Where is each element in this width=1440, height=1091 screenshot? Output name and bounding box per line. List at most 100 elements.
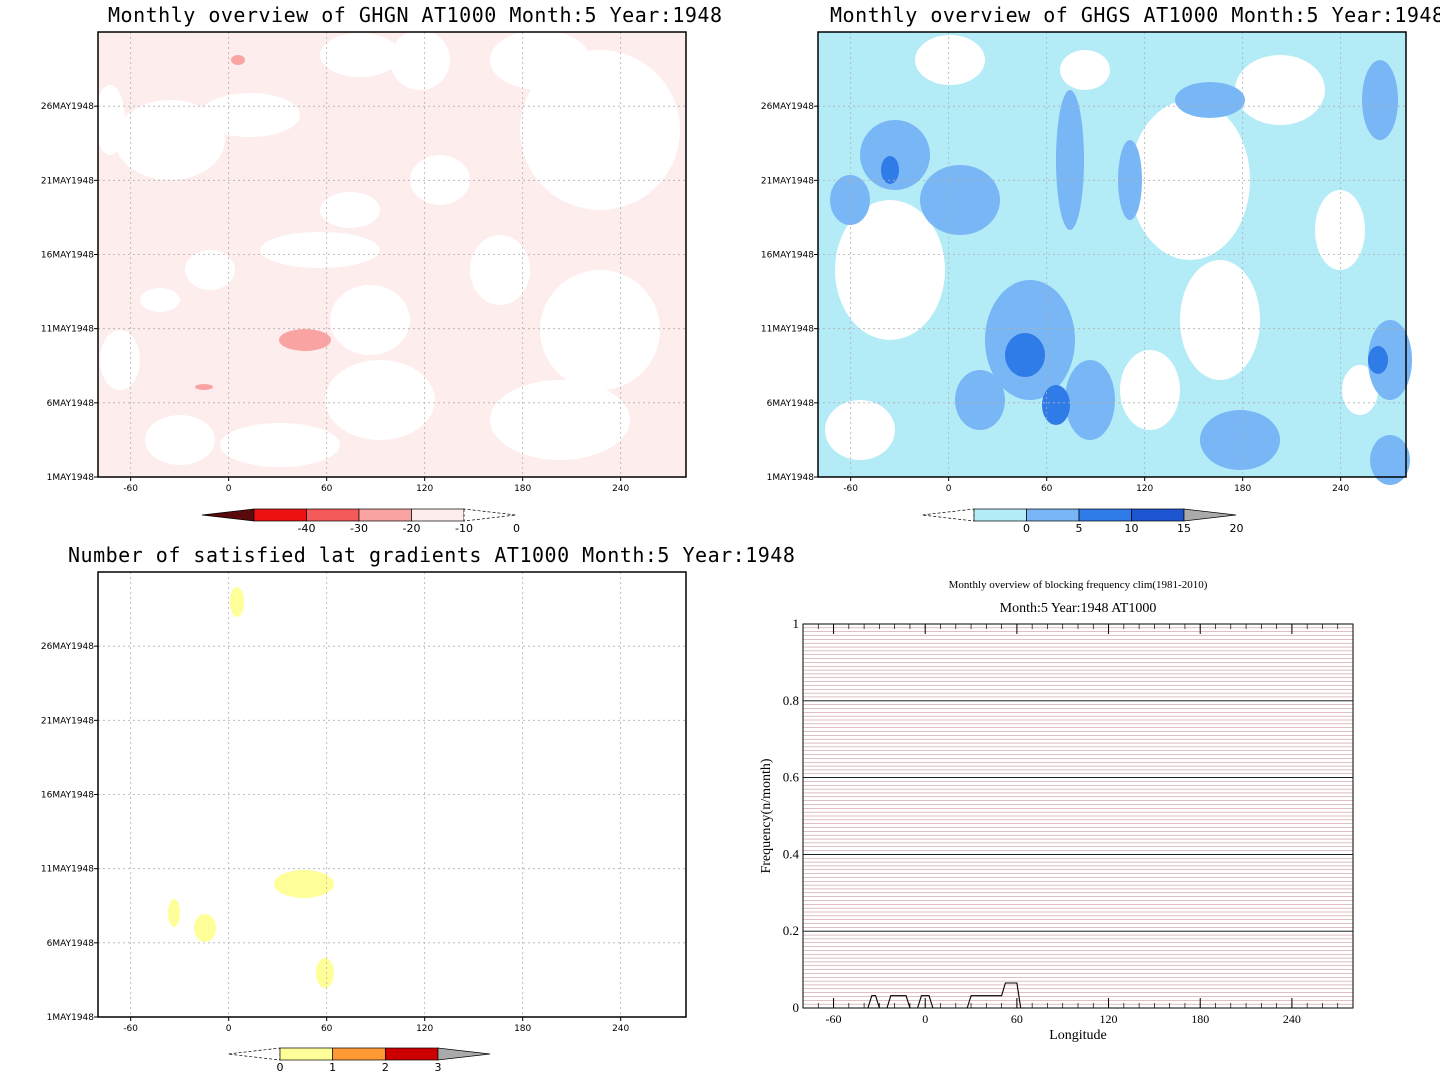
freq-series [803,982,1353,1009]
x-tick-label: 240 [1332,484,1349,494]
y-tick-label: 26MAY1948 [41,642,94,652]
ghgs-panel: Monthly overview of GHGS AT1000 Month:5 … [720,0,1440,540]
x-tick-label: 180 [1234,484,1251,494]
grad-count-patch [194,914,216,942]
grad-count-patch [230,587,244,617]
ghgs-mid-region [1370,435,1410,485]
colorbar-tick-label: 0 [513,522,520,535]
colorbar-tick-label: 20 [1230,522,1244,535]
ghgn-field [95,30,686,477]
colorbar-tick-label: -40 [298,522,316,535]
y-tick-label: 11MAY1948 [41,325,94,335]
ghgs-mid-region [1065,360,1115,440]
x-tick-label: -60 [123,1024,138,1034]
ghgn-zero-region [325,360,435,440]
freq-series-line [803,982,1353,1009]
ghgn-title: Monthly overview of GHGN AT1000 Month:5 … [108,3,723,27]
colorbar-left-triangle [921,508,975,522]
ghgs-field [818,32,1412,485]
freq-y-tick-label: 0.6 [783,770,800,785]
colorbar-box [358,508,412,522]
grad-panel: Number of satisfied lat gradients AT1000… [0,540,795,1091]
freq-subtitle: Month:5 Year:1948 AT1000 [1000,601,1157,616]
ghgs-mid-region [1175,82,1245,118]
ghgs-mid-region [1056,90,1084,230]
colorbar-box [411,508,465,522]
ghgs-mid-region [1200,410,1280,470]
x-tick-label: 60 [321,1024,333,1034]
ghgn-zero-region [200,93,300,137]
ghgn-zero-region [470,235,530,305]
ghgs-high-region [1005,333,1045,377]
freq-y-axis-label: Frequency(n/month) [759,758,774,873]
x-tick-label: 0 [946,484,952,494]
y-tick-label: 16MAY1948 [41,791,94,801]
ghgs-high-region [1368,346,1388,374]
x-tick-label: -60 [123,484,138,494]
x-tick-label: 60 [1041,484,1053,494]
ghgn-axes: -60 0 60 120 180 240 1MAY1948 6MAY1948 11MAY1948… [41,31,687,494]
colorbar-box [1131,508,1185,522]
freq-x-tick-label: 120 [1100,1012,1118,1026]
ghgn-zero-region [145,415,215,465]
ghgn-zero-region [490,30,590,90]
ghgn-colorbar: -40 -30 -20 -10 0 [201,508,520,535]
y-tick-label: 1MAY1948 [767,473,815,483]
ghgs-zero-region [1120,350,1180,430]
ghgs-zero-region [825,400,895,460]
x-tick-label: 120 [1136,484,1153,494]
y-tick-label: 11MAY1948 [41,865,94,875]
colorbar-right-triangle [463,508,517,522]
ghgs-zero-region [915,35,985,85]
freq-x-tick-label: 180 [1191,1012,1209,1026]
ghgn-zero-region [520,50,680,210]
ghgn-negative-patch [279,329,331,351]
colorbar-tick-label: 2 [382,1061,389,1074]
ghgs-title: Monthly overview of GHGS AT1000 Month:5 … [830,3,1440,27]
freq-x-tick-label: -60 [826,1012,842,1026]
ghgn-zero-region [260,232,380,268]
colorbar-tick-label: 15 [1177,522,1191,535]
x-tick-label: 0 [226,484,232,494]
y-tick-label: 1MAY1948 [47,473,95,483]
grad-chart: -60 0 60 120 180 2401MAY19486MAY194811MAY1948… [41,571,687,1074]
colorbar-tick-label: -20 [403,522,421,535]
x-tick-label: 120 [416,1024,433,1034]
freq-title: Monthly overview of blocking frequency c… [949,579,1208,591]
ghgn-zero-region [490,380,630,460]
freq-panel: Monthly overview of blocking frequency c… [720,540,1440,1091]
grad-axes: -60 0 60 120 180 240 1MAY1948 6MAY1948 11MAY1948… [41,571,687,1034]
ghgs-colorbar: 0 5 10 15 20 [921,508,1244,535]
freq-x-tick-label: 60 [1011,1012,1023,1026]
colorbar-box [253,508,307,522]
ghgs-mid-region [1368,320,1412,400]
y-tick-label: 26MAY1948 [41,102,94,112]
ghgs-zero-region [1180,260,1260,380]
ghgn-negative-patch [195,384,213,390]
ghgs-zero-region [835,200,945,340]
colorbar-right-triangle [1183,508,1237,522]
y-tick-label: 21MAY1948 [41,176,94,186]
freq-axes: -60 0 60 120 180 240 0 0.2 0.4 0.6 0.8 1 Longitude Fr… [759,616,1354,1043]
plot-frame [97,31,687,478]
y-tick-label: 21MAY1948 [761,176,814,186]
y-tick-label: 16MAY1948 [761,251,814,261]
x-tick-label: -60 [843,484,858,494]
colorbar-right-triangle [437,1047,491,1061]
ghgn-panel: Monthly overview of GHGN AT1000 Month:5 … [0,0,723,540]
freq-x-axis-label: Longitude [1049,1028,1107,1043]
ghgn-zero-region [320,192,380,228]
ghgs-mid-region [860,120,930,190]
y-tick-label: 6MAY1948 [47,939,95,949]
x-tick-label: 180 [514,484,531,494]
colorbar-tick-label: 1 [329,1061,336,1074]
y-tick-label: 6MAY1948 [47,399,95,409]
freq-y-tick-label: 1 [793,616,800,631]
colorbar-box [1026,508,1080,522]
colorbar-box [1078,508,1132,522]
freq-grid [803,627,1353,1005]
grad-field [98,572,686,1017]
colorbar-box [306,508,360,522]
freq-y-tick-label: 0.2 [783,923,799,938]
colorbar-tick-label: 0 [277,1061,284,1074]
